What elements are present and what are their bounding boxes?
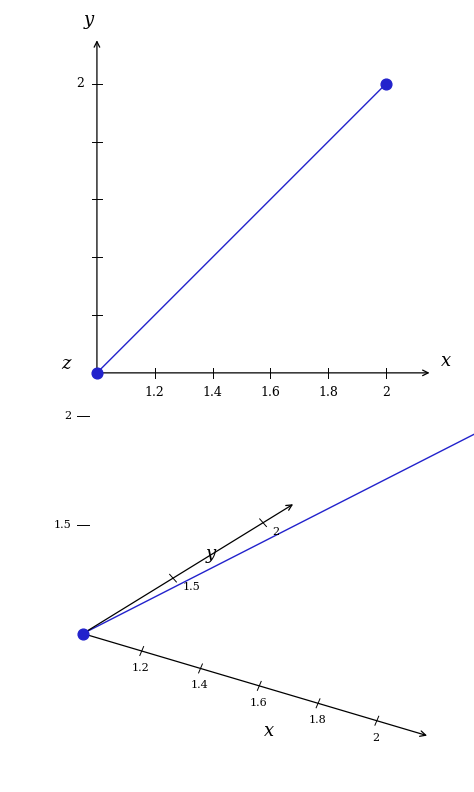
Text: 1.5: 1.5: [54, 520, 72, 530]
Text: 2: 2: [382, 386, 390, 399]
Text: y: y: [84, 11, 94, 29]
Text: 2: 2: [273, 527, 280, 537]
Text: x: x: [264, 722, 274, 740]
Text: y: y: [205, 545, 215, 563]
Text: 1.4: 1.4: [191, 680, 209, 691]
Text: 1.5: 1.5: [182, 582, 200, 592]
Text: 1.8: 1.8: [319, 386, 338, 399]
Point: [93, 367, 100, 379]
Text: 1.2: 1.2: [145, 386, 164, 399]
Text: 1.2: 1.2: [132, 663, 150, 673]
Text: z: z: [62, 355, 71, 372]
Text: x: x: [441, 352, 451, 370]
Text: 2: 2: [64, 411, 72, 421]
Text: 2: 2: [372, 733, 380, 743]
Text: 1.8: 1.8: [308, 715, 326, 725]
Point: [79, 627, 87, 640]
Point: [383, 78, 390, 90]
Text: 2: 2: [76, 78, 84, 90]
Text: 1.6: 1.6: [261, 386, 280, 399]
Text: 1.4: 1.4: [203, 386, 222, 399]
Text: 1.6: 1.6: [249, 698, 267, 708]
